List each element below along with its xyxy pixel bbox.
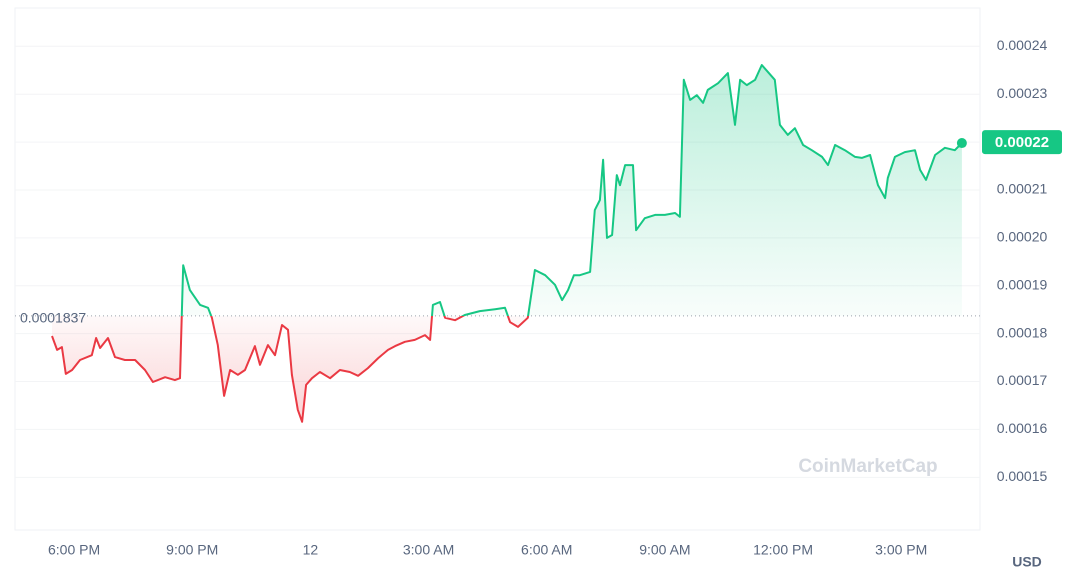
x-tick-label: 9:00 AM: [639, 542, 690, 558]
y-tick-label: 0.00019: [997, 276, 1048, 292]
area: [52, 65, 962, 422]
x-tick-label: 12:00 PM: [753, 542, 813, 558]
x-tick-label: 6:00 PM: [48, 542, 100, 558]
price-badge-label: 0.00022: [995, 134, 1049, 151]
y-tick-label: 0.00015: [997, 468, 1048, 484]
y-tick-label: 0.00021: [997, 181, 1048, 197]
x-tick-label: 6:00 AM: [521, 542, 572, 558]
plot-frame: [14, 7, 981, 531]
price-badge: [982, 130, 1062, 155]
price-line: [51, 64, 963, 423]
last-point: [956, 138, 967, 149]
y-tick-label: 0.00020: [997, 229, 1048, 245]
y-tick-label: 0.00017: [997, 372, 1048, 388]
y-tick-label: 0.00024: [997, 37, 1048, 53]
x-tick-label: 9:00 PM: [166, 542, 218, 558]
y-tick-label: 0.00023: [997, 85, 1048, 101]
x-tick-label: 3:00 PM: [875, 542, 927, 558]
y-tick-label: 0.00016: [997, 420, 1048, 436]
y-tick-label: 0.00018: [997, 324, 1048, 340]
x-tick-label: 12: [303, 542, 319, 558]
x-tick-label: 3:00 AM: [403, 542, 454, 558]
reference-label: 0.0001837: [20, 310, 86, 326]
watermark: CoinMarketCap: [798, 456, 937, 477]
y-axis-label: USD: [1012, 554, 1042, 570]
